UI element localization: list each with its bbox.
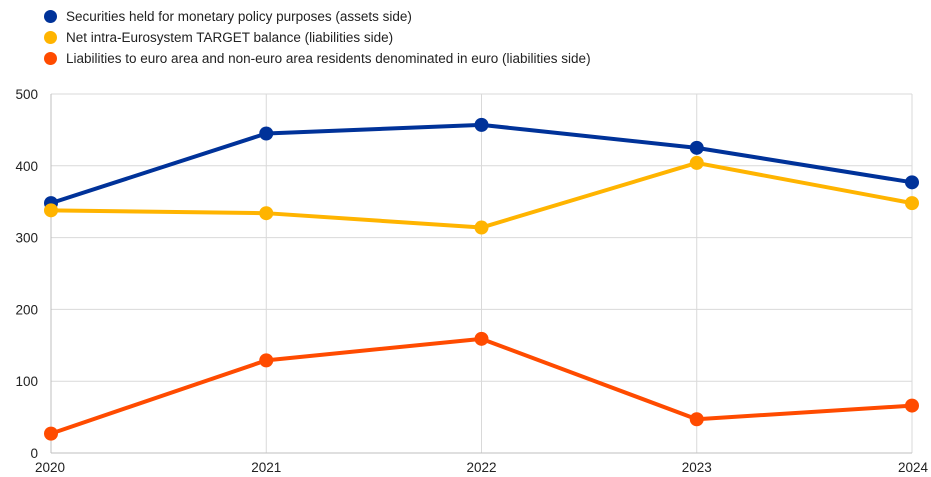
legend-label: Net intra-Eurosystem TARGET balance (lia… (66, 30, 394, 45)
legend-label: Liabilities to euro area and non-euro ar… (66, 51, 591, 66)
legend-item-target-balance: Net intra-Eurosystem TARGET balance (lia… (44, 27, 591, 48)
legend-item-securities: Securities held for monetary policy purp… (44, 6, 591, 27)
series-2 (44, 331, 919, 441)
y-tick-label: 400 (15, 159, 38, 174)
legend-swatch (44, 31, 57, 44)
grid-lines (50, 93, 913, 454)
y-tick-label: 200 (15, 302, 38, 317)
y-tick-label: 300 (15, 231, 38, 246)
data-point (44, 203, 58, 218)
y-tick-label: 500 (15, 87, 38, 102)
data-point (259, 126, 274, 141)
data-point (44, 426, 58, 441)
data-point (905, 175, 919, 190)
data-point (474, 331, 489, 346)
data-point (905, 398, 919, 413)
legend-label: Securities held for monetary policy purp… (66, 9, 412, 24)
x-tick-label: 2022 (466, 460, 496, 475)
x-axis: 2020 2021 2022 2023 2024 (35, 452, 929, 475)
data-point (474, 117, 489, 132)
data-point (259, 206, 274, 221)
series-1 (44, 155, 919, 235)
series-0 (44, 117, 919, 211)
data-point (474, 220, 489, 235)
data-point (259, 353, 274, 368)
legend-swatch (44, 10, 57, 23)
data-point (905, 196, 919, 211)
y-axis: 0 100 200 300 400 500 (15, 87, 52, 461)
x-tick-label: 2023 (682, 460, 712, 475)
legend-swatch (44, 52, 57, 65)
y-tick-label: 100 (15, 374, 38, 389)
x-tick-label: 2020 (35, 460, 65, 475)
legend-item-liabilities-residents: Liabilities to euro area and non-euro ar… (44, 48, 591, 69)
x-tick-label: 2024 (898, 460, 929, 475)
data-point (689, 412, 704, 427)
series-group (44, 117, 919, 441)
y-tick-label: 0 (30, 446, 38, 461)
chart-legend: Securities held for monetary policy purp… (44, 6, 591, 69)
data-point (689, 155, 704, 170)
data-point (689, 140, 704, 155)
x-tick-label: 2021 (251, 460, 281, 475)
